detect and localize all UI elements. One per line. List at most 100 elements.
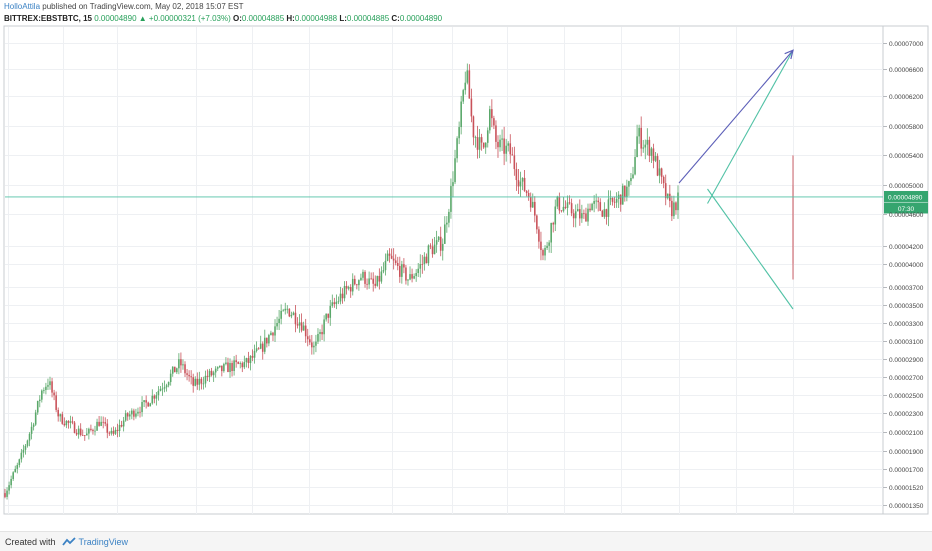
candle-body	[468, 70, 471, 99]
candle-body	[675, 202, 677, 211]
candle-body	[630, 178, 632, 182]
candle-body	[480, 137, 483, 143]
candle-body	[298, 322, 301, 326]
candle-body	[417, 268, 420, 274]
price-tick-label: 0.00007000	[889, 41, 924, 48]
candle-body	[562, 206, 565, 211]
candle-body	[225, 362, 227, 365]
open-label: O:	[232, 14, 242, 23]
candle-body	[100, 421, 102, 426]
candle-body	[591, 203, 593, 211]
candle-body	[284, 308, 287, 311]
projection-arrow	[678, 49, 794, 184]
author-link[interactable]: HolloAttila	[4, 2, 41, 11]
price-tick-label: 0.00002500	[889, 393, 924, 400]
candle-body	[619, 194, 622, 205]
candle-body	[128, 414, 131, 417]
candle-body	[458, 127, 460, 139]
candle-body	[566, 202, 569, 208]
triangle-trendline	[707, 188, 794, 310]
candle-body	[118, 424, 121, 432]
candle-body	[171, 366, 174, 374]
candle-body	[190, 376, 192, 378]
price-tick-label: 0.00005800	[889, 124, 924, 131]
candle-body	[548, 242, 550, 246]
candle-body	[308, 339, 311, 343]
candle-body	[75, 432, 78, 435]
candle-body	[294, 312, 297, 325]
candle-body	[6, 490, 8, 497]
candle-body	[513, 155, 516, 170]
price-tick-label: 0.00003100	[889, 339, 924, 346]
candle-body	[364, 271, 366, 284]
candle-body	[544, 247, 546, 256]
candle-body	[511, 154, 514, 156]
candle-body	[88, 428, 90, 434]
price-tick-label: 0.00003500	[889, 303, 924, 310]
candle-body	[90, 428, 92, 430]
candle-body	[145, 400, 147, 403]
candle-body	[441, 243, 444, 251]
candle-body	[411, 274, 413, 279]
candle-body	[597, 200, 600, 203]
candle-body	[253, 350, 256, 358]
price-tick-label: 0.00002300	[889, 411, 924, 418]
candle-body	[638, 127, 640, 137]
close-value: 0.00004890	[399, 14, 443, 23]
candle-body	[227, 362, 229, 373]
candle-body	[519, 181, 522, 187]
candle-body	[536, 215, 538, 230]
tradingview-logo[interactable]: TradingView	[61, 537, 128, 547]
price-tick-label: 0.00001900	[889, 449, 924, 456]
candle-body	[587, 208, 589, 222]
price-tick-label: 0.00002700	[889, 375, 924, 382]
candle-body	[546, 245, 548, 248]
candle-body	[396, 262, 399, 266]
candle-body	[444, 224, 446, 244]
candle-body	[71, 421, 74, 423]
candle-body	[38, 399, 41, 401]
candle-body	[315, 341, 317, 346]
candle-body	[405, 267, 407, 281]
candle-body	[507, 143, 510, 146]
candle-body	[607, 199, 610, 217]
published-text: published on TradingView.com, May 02, 20…	[42, 2, 244, 11]
candle-body	[660, 168, 663, 177]
candle-body	[163, 387, 166, 389]
high-value: 0.00004988	[294, 14, 338, 23]
candle-body	[126, 413, 129, 417]
candle-body	[255, 348, 258, 351]
candle-body	[120, 424, 123, 427]
candle-body	[206, 375, 209, 377]
candle-body	[378, 275, 381, 282]
candle-body	[53, 392, 55, 396]
candle-body	[353, 278, 356, 285]
candle-body	[419, 264, 422, 269]
countdown-tag-text: 07:30	[898, 206, 915, 213]
candle-body	[476, 137, 479, 150]
candle-body	[245, 358, 248, 363]
candle-body	[221, 365, 223, 372]
candle-body	[311, 342, 313, 348]
price-axis-panel[interactable]	[882, 25, 929, 515]
candle-body	[141, 402, 143, 413]
candle-body	[182, 364, 184, 366]
candle-body	[370, 278, 372, 280]
candle-body	[386, 253, 389, 261]
candle-body	[603, 209, 606, 217]
symbol-line: BITTREX:EBSTBTC, 15 0.00004890 ▲ +0.0000…	[4, 13, 928, 25]
candle-body	[196, 378, 199, 385]
candle-body	[394, 260, 397, 263]
candle-body	[489, 109, 491, 131]
candle-body	[282, 310, 285, 312]
candle-body	[302, 325, 305, 331]
candle-body	[149, 403, 152, 407]
candle-body	[472, 116, 475, 138]
candle-body	[198, 378, 201, 385]
candle-body	[65, 420, 68, 426]
candle-body	[339, 293, 342, 302]
candle-body	[671, 200, 673, 217]
candle-body	[448, 211, 450, 223]
candle-body	[640, 127, 642, 149]
